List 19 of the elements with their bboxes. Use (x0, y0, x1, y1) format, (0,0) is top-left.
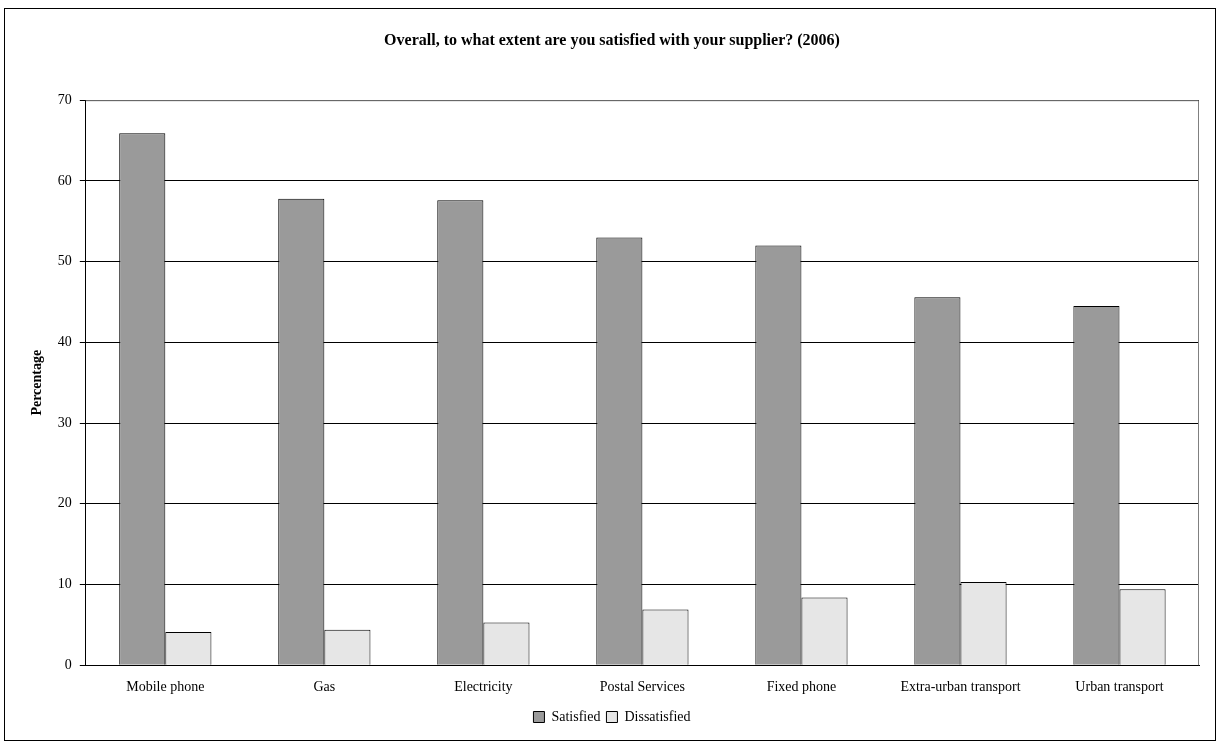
x-tick-label: Electricity (454, 679, 513, 695)
x-tick-label: Urban transport (1075, 679, 1164, 695)
legend-label: Dissatisfied (624, 708, 691, 724)
y-tick-label: 10 (57, 576, 72, 592)
y-tick-label: 70 (57, 91, 72, 107)
x-tick-label: Gas (313, 679, 336, 695)
legend-label: Satisfied (551, 708, 601, 724)
y-tick-label: 0 (64, 656, 72, 672)
y-tick-label: 30 (57, 414, 72, 430)
y-tick-label: 50 (57, 253, 72, 269)
x-tick-label: Fixed phone (766, 679, 837, 695)
x-tick-label: Extra-urban transport (900, 679, 1021, 695)
x-tick-label: Mobile phone (126, 679, 205, 695)
chart-title: Overall, to what extent are you satisfied with your supplier? (2006) (384, 30, 840, 49)
y-tick-label: 60 (57, 172, 72, 188)
y-tick-label: 20 (57, 495, 72, 511)
y-tick-label: 40 (57, 334, 72, 350)
x-tick-label: Postal Services (599, 679, 685, 695)
y-axis-title: Percentage (29, 349, 45, 416)
